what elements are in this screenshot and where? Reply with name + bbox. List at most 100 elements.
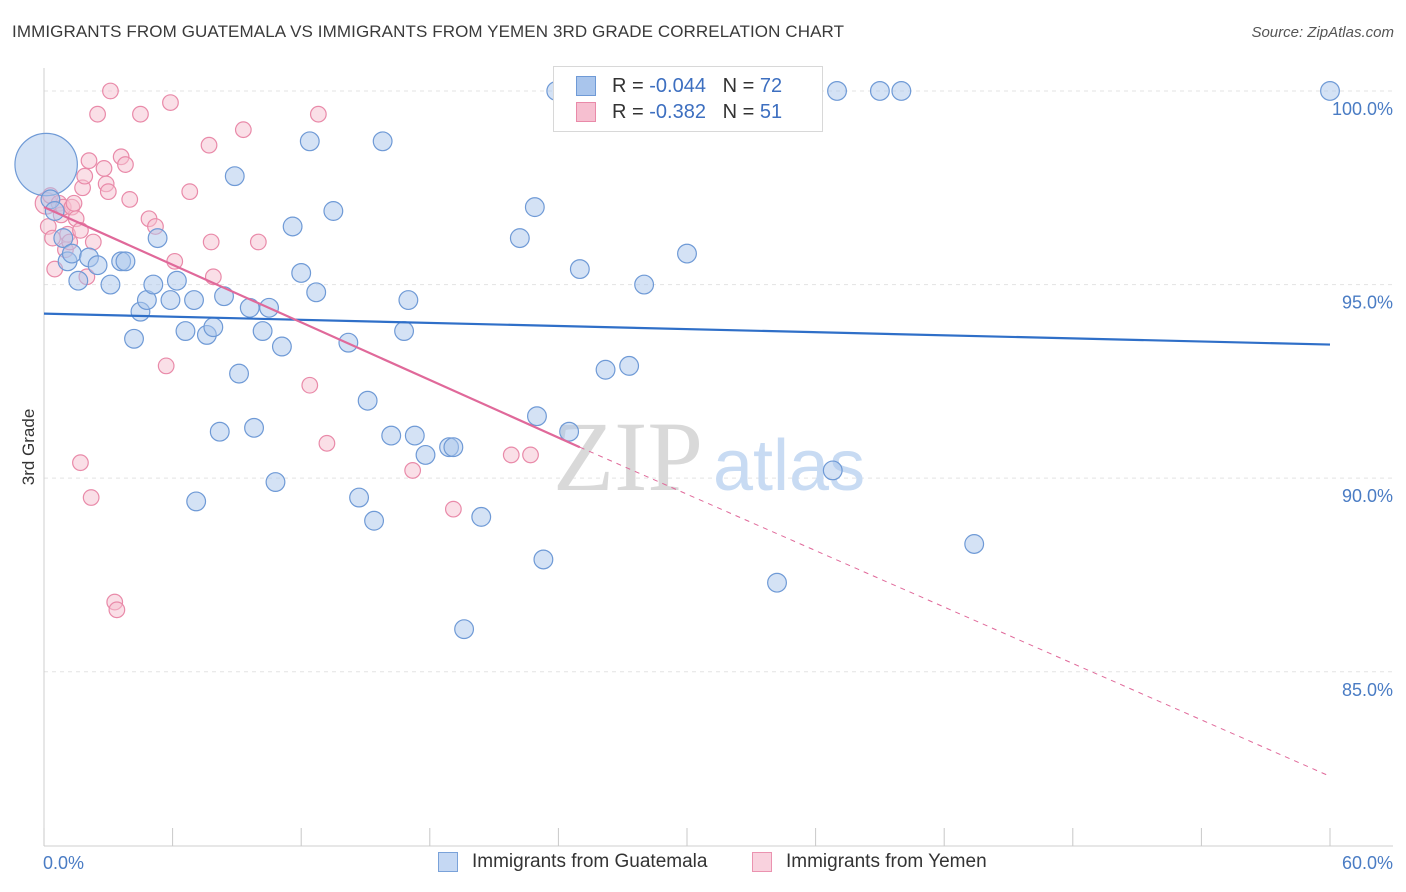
x-tick-min: 0.0% <box>43 853 84 873</box>
guatemala-point <box>822 460 843 481</box>
guatemala-point <box>252 321 273 341</box>
guatemala-point <box>619 355 640 376</box>
guatemala-point <box>299 131 320 152</box>
guatemala-point <box>527 406 547 427</box>
yemen-point <box>102 82 119 100</box>
yemen-point <box>84 233 102 251</box>
guatemala-point <box>229 363 250 384</box>
guatemala-point <box>14 132 78 197</box>
yemen-trend-line <box>43 206 581 449</box>
yemen-trend-extension <box>579 446 1331 777</box>
guatemala-point <box>175 321 196 341</box>
yemen-point <box>132 105 149 123</box>
y-tick-label: 85.0% <box>1342 680 1393 700</box>
y-axis-label: 3rd Grade <box>19 409 38 486</box>
guatemala-point <box>677 243 697 264</box>
yemen-point <box>200 136 218 154</box>
source-label: Source: ZipAtlas.com <box>1251 24 1394 41</box>
guatemala-point <box>964 534 985 554</box>
guatemala-point <box>323 201 344 221</box>
legend-r-value: -0.382 <box>649 101 706 123</box>
guatemala-point <box>398 290 419 311</box>
guatemala-point <box>100 274 121 295</box>
guatemala-point <box>244 417 265 438</box>
guatemala-point <box>827 81 847 101</box>
yemen-point <box>301 376 319 394</box>
guatemala-point <box>869 81 890 101</box>
legend-n-value: 51 <box>759 101 783 123</box>
yemen-point <box>95 160 113 177</box>
yemen-point <box>502 446 520 464</box>
yemen-point <box>89 105 106 123</box>
guatemala-point <box>186 491 207 512</box>
bottom-swatch-guatemala <box>438 852 458 872</box>
yemen-point <box>157 357 175 375</box>
guatemala-point <box>595 359 616 380</box>
watermark-atlas: atlas <box>713 426 865 506</box>
watermark: ZIP atlas <box>553 401 865 512</box>
guatemala-point <box>559 421 580 442</box>
guatemala-point <box>306 282 327 303</box>
yemen-point <box>181 183 199 201</box>
yemen-point <box>249 233 267 251</box>
grid-lines <box>44 90 1393 673</box>
legend-n-label: N = <box>722 75 760 97</box>
yemen-point <box>72 454 89 472</box>
guatemala-point <box>124 328 144 349</box>
legend-r-label: R = <box>612 75 650 97</box>
guatemala-point <box>203 317 224 338</box>
guatemala-point <box>224 166 245 187</box>
yemen-point <box>522 446 539 464</box>
legend-swatch-guatemala <box>576 76 596 96</box>
guatemala-point <box>291 262 312 283</box>
watermark-zip: ZIP <box>553 401 703 512</box>
guatemala-point <box>509 228 530 249</box>
guatemala-point <box>68 270 89 291</box>
guatemala-point <box>349 487 370 508</box>
yemen-point <box>82 489 100 506</box>
guatemala-point <box>533 549 554 570</box>
guatemala-point <box>184 290 204 311</box>
guatemala-point <box>282 216 303 237</box>
legend-n-value: 72 <box>759 75 783 97</box>
guatemala-point <box>364 510 385 531</box>
guatemala-point <box>471 506 492 527</box>
yemen-point <box>108 601 126 619</box>
yemen-point <box>309 105 327 123</box>
guatemala-point <box>372 131 393 152</box>
y-tick-label: 95.0% <box>1342 293 1393 313</box>
yemen-point <box>76 167 94 185</box>
y-tick-label: 90.0% <box>1342 486 1393 506</box>
legend-r-value: -0.044 <box>649 75 706 97</box>
bottom-swatch-yemen <box>752 852 772 872</box>
yemen-point <box>444 500 462 518</box>
guatemala-point <box>357 390 378 411</box>
guatemala-point <box>166 270 187 291</box>
guatemala-point <box>265 472 286 492</box>
yemen-point <box>117 156 134 173</box>
legend-swatch-yemen <box>576 102 596 122</box>
guatemala-point <box>404 425 425 446</box>
yemen-point <box>121 190 139 208</box>
x-tick-max: 60.0% <box>1342 853 1393 873</box>
guatemala-point <box>381 425 402 446</box>
trend-lines <box>43 206 1331 777</box>
guatemala-point <box>454 619 475 640</box>
guatemala-point <box>53 228 74 249</box>
guatemala-point <box>569 259 590 280</box>
chart-title: IMMIGRANTS FROM GUATEMALA VS IMMIGRANTS … <box>12 22 845 41</box>
yemen-point <box>318 434 336 452</box>
legend-r-label: R = <box>612 101 650 123</box>
guatemala-point <box>1320 81 1340 101</box>
guatemala-point <box>524 197 545 218</box>
yemen-point <box>80 152 98 170</box>
guatemala-trend-line <box>43 312 1331 346</box>
guatemala-point <box>209 421 230 442</box>
guatemala-point <box>143 274 164 295</box>
yemen-point <box>202 233 220 251</box>
yemen-point <box>65 194 83 212</box>
yemen-point <box>404 462 422 479</box>
yemen-point <box>99 183 117 201</box>
legend-n-label: N = <box>722 101 760 123</box>
